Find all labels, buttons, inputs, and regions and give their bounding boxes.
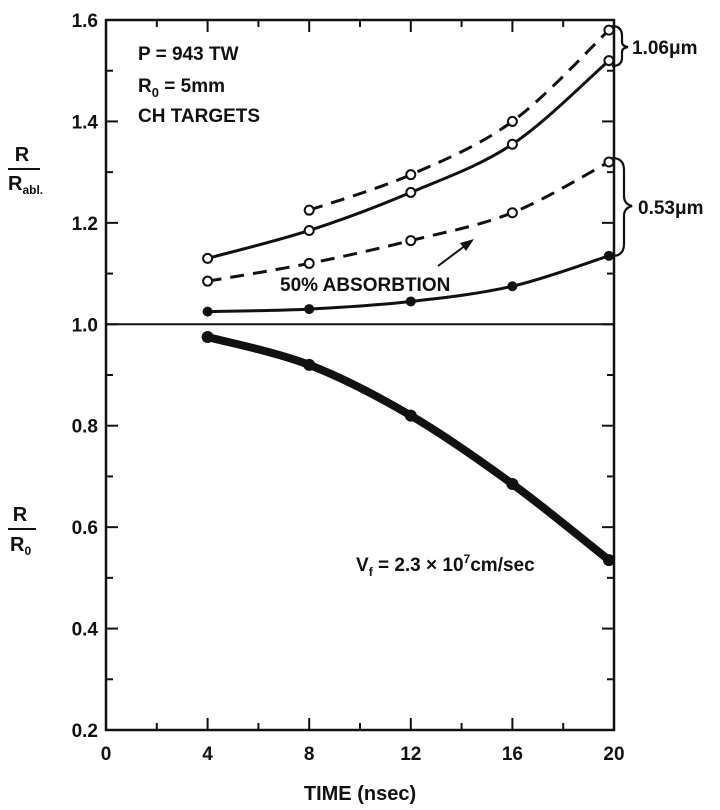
absorption-arrow-head [460,239,474,251]
series-line-5 [203,332,613,565]
x-tick-label: 0 [101,744,112,765]
y-tick-label: 0.4 [72,620,99,641]
data-point-open [603,24,615,36]
param-radius: R0 = 5mm [138,76,225,100]
data-point-open [202,275,214,287]
y-label-lower-numerator: R [13,504,28,526]
y-label-upper-denominator: Rabl. [8,173,43,197]
data-point-filled [602,554,615,567]
series-line-1 [308,29,610,212]
data-point-open [603,156,615,168]
x-tick-label: 12 [400,744,421,765]
y-tick-label: 1.4 [72,112,99,133]
data-point-open [506,207,518,219]
x-tick-label: 16 [502,744,523,765]
y-tick-label: 0.6 [72,518,98,539]
data-point-filled [202,306,213,317]
series-line-3 [207,160,610,283]
data-point-open [303,257,315,269]
data-point-filled [201,330,214,343]
data-point-filled [603,250,614,261]
y-tick-label: 0.2 [72,721,98,742]
x-axis-title: TIME (nsec) [304,783,416,805]
data-point-filled [507,281,518,292]
label-absorption: 50% ABSORBTION [280,275,450,296]
data-point-open [303,204,315,216]
data-point-open [506,115,518,127]
x-tick-label: 8 [304,744,315,765]
data-point-filled [405,296,416,307]
data-point-open [303,224,315,236]
data-point-open [603,55,615,67]
data-point-open [202,252,214,264]
label-1-06um: 1.06μm [632,38,698,59]
param-targets: CH TARGETS [138,106,260,127]
absorption-arrow-shaft [437,244,467,267]
y-tick-label: 0.8 [72,417,98,438]
data-point-filled [506,478,519,491]
data-point-filled [303,358,316,371]
series-line-2 [207,59,610,260]
brace-1-06 [611,24,629,68]
data-point-filled [404,409,417,422]
param-power: P = 943 TW [138,44,239,65]
parameter-block: P = 943 TW R0 = 5mm CH TARGETS [138,44,260,127]
y-label-lower: R R0 [8,504,36,558]
data-point-open [506,138,518,150]
data-point-open [405,169,417,181]
y-label-upper: R Rabl. [8,144,43,197]
label-0-53um: 0.53μm [638,198,704,219]
y-tick-label: 1.0 [72,315,98,336]
brace-0-53 [611,156,633,258]
data-point-open [405,186,417,198]
y-label-upper-numerator: R [15,144,30,166]
y-tick-label: 1.6 [72,11,98,32]
y-tick-label: 1.2 [72,214,98,235]
data-point-open [405,235,417,247]
x-tick-label: 4 [202,744,213,765]
x-tick-label: 20 [603,744,624,765]
y-label-lower-denominator: R0 [10,534,31,558]
axis-ticks: 0 4 8 12 16 20 0.2 0.4 0.6 0.8 1.0 1.2 1.4 1.6 [72,11,625,765]
data-point-filled [304,304,315,315]
markers-group [201,24,615,567]
label-velocity: Vf = 2.3 × 107cm/sec [356,552,535,579]
